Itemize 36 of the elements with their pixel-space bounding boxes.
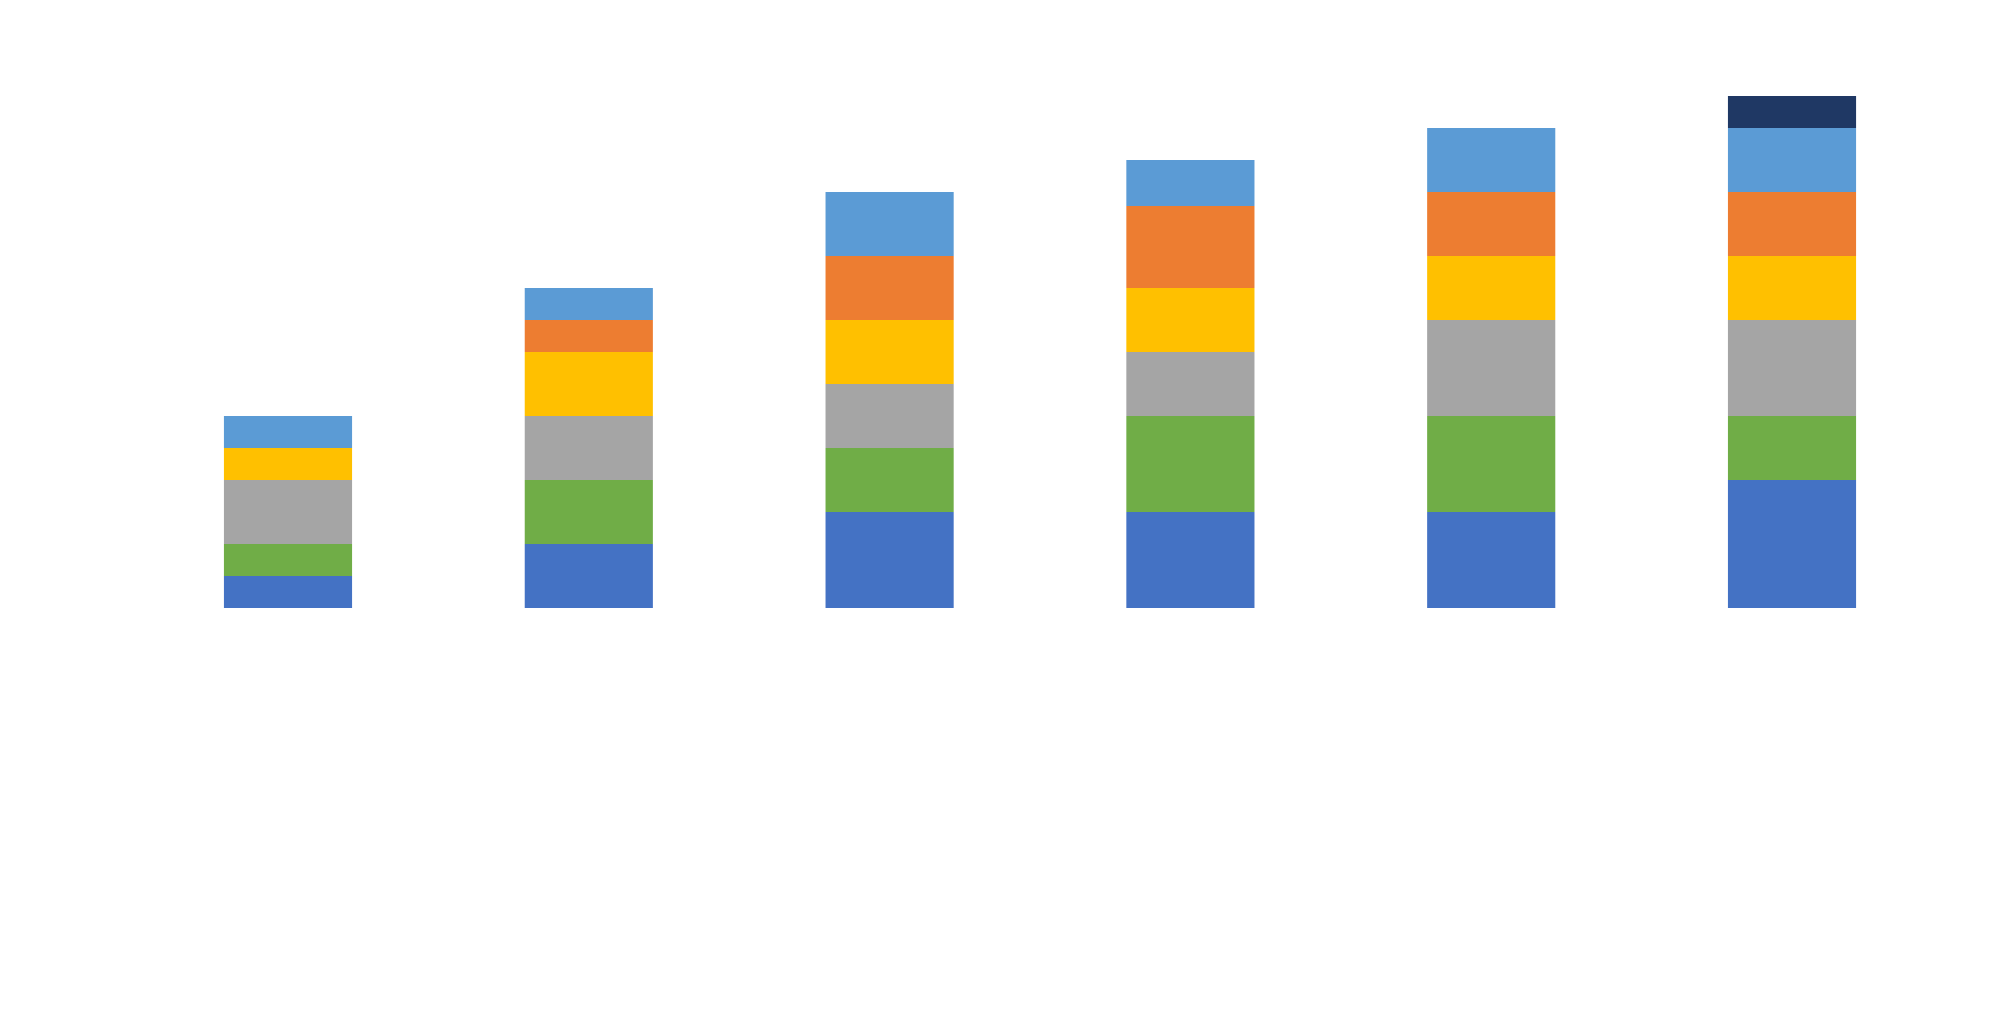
bar: [223, 575, 353, 608]
bar: [223, 447, 353, 480]
bar: [1427, 415, 1556, 512]
bar: [1126, 415, 1255, 512]
bar: [1126, 206, 1255, 288]
bar: [825, 255, 954, 320]
bar: [1126, 351, 1255, 416]
bar: [1727, 319, 1857, 416]
bar: [825, 447, 954, 512]
bar: [1727, 127, 1857, 192]
bar: [1126, 159, 1255, 207]
bar: [524, 479, 653, 544]
bar: [524, 415, 653, 480]
bar: [1126, 287, 1255, 352]
bar: [825, 511, 954, 608]
bar: [1126, 511, 1255, 608]
bar: [223, 543, 353, 576]
bar: [1427, 191, 1556, 256]
bar: [1427, 511, 1556, 608]
bar: [524, 543, 653, 608]
bar: [223, 479, 353, 544]
bar: [1727, 191, 1857, 256]
bar: [1727, 95, 1857, 128]
bar: [1427, 319, 1556, 416]
bar: [1727, 415, 1857, 480]
bar: [524, 319, 653, 352]
bar: [1427, 255, 1556, 320]
bar: [524, 287, 653, 320]
bar: [223, 415, 353, 448]
bar: [1727, 479, 1857, 608]
bar: [524, 351, 653, 416]
bar: [825, 319, 954, 384]
bar: [825, 383, 954, 448]
bar: [825, 191, 954, 256]
bar: [1727, 255, 1857, 320]
bar: [1427, 127, 1556, 192]
